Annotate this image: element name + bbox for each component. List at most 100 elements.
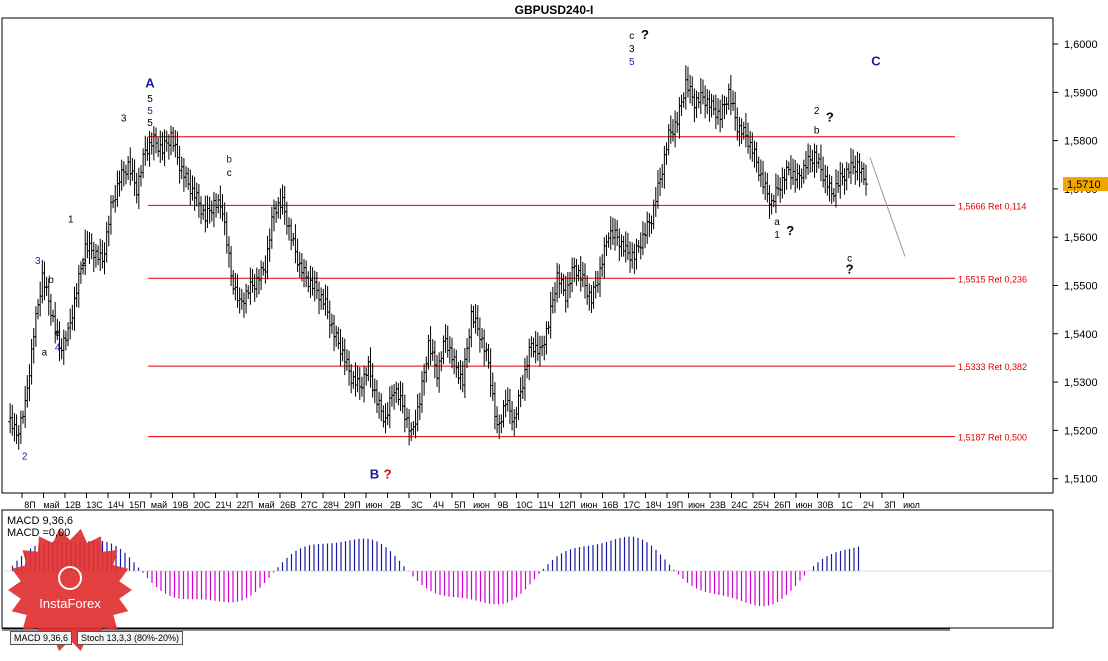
- wave-label: ?: [826, 109, 834, 124]
- time-tick-label: 29П: [344, 500, 360, 510]
- time-tick-label: 5П: [454, 500, 465, 510]
- wave-label: 5: [629, 57, 635, 68]
- wave-label: 2: [814, 106, 820, 117]
- logo-emblem: [58, 566, 82, 590]
- time-tick-label: 12В: [65, 500, 81, 510]
- fib-label: 1,5666 Ret 0,114: [958, 201, 1026, 211]
- wave-label: ?: [641, 27, 649, 42]
- chart-title: GBPUSD240-I: [514, 3, 594, 17]
- fib-label: 1,5333 Ret 0,382: [958, 362, 1027, 372]
- instaforex-logo: InstaForex: [8, 528, 132, 652]
- time-tick-label: 25Ч: [753, 500, 769, 510]
- time-tick-label: 27С: [301, 500, 318, 510]
- price-axis: 1,60001,59001,58001,57001,56001,55001,54…: [1053, 39, 1108, 486]
- wave-label: 3: [121, 113, 127, 124]
- time-tick-label: 19В: [172, 500, 188, 510]
- wave-label: c: [227, 168, 232, 179]
- tab-bar-shade: [2, 629, 950, 631]
- time-tick-label: май: [43, 500, 59, 510]
- time-tick-label: 26В: [280, 500, 296, 510]
- wave-label: 4: [55, 343, 61, 354]
- time-tick-label: май: [151, 500, 167, 510]
- price-tick-label: 1,5800: [1064, 136, 1098, 148]
- price-tick-label: 1,6000: [1064, 39, 1098, 51]
- time-tick-label: 11Ч: [538, 500, 553, 510]
- wave-label: 2: [81, 258, 87, 269]
- wave-label: b: [48, 275, 54, 286]
- time-tick-label: 20С: [194, 500, 211, 510]
- projection-line: [869, 157, 906, 257]
- wave-label: 5: [147, 106, 153, 117]
- candles: [8, 65, 868, 450]
- wave-label: 2: [22, 451, 28, 462]
- wave-label: B: [370, 467, 379, 482]
- wave-label: ?: [786, 223, 794, 238]
- time-tick-label: 24С: [731, 500, 748, 510]
- price-tick-label: 1,5400: [1064, 329, 1098, 341]
- wave-label: 5: [147, 118, 153, 129]
- time-tick-label: июл: [903, 500, 920, 510]
- time-tick-label: 16В: [602, 500, 618, 510]
- time-tick-label: 3С: [411, 500, 423, 510]
- time-tick-label: 23В: [710, 500, 726, 510]
- macd-pane-border: [1, 509, 1054, 629]
- price-tick-label: 1,5300: [1064, 377, 1098, 389]
- time-tick-label: июн: [796, 500, 813, 510]
- wave-label: a: [42, 348, 48, 359]
- wave-label: c: [629, 31, 634, 42]
- price-tick-label: 1,5500: [1064, 281, 1098, 293]
- time-tick-label: 15П: [129, 500, 145, 510]
- macd-label: MACD 9,36,6: [7, 515, 74, 527]
- wave-label: 3: [629, 44, 635, 55]
- time-tick-label: 10С: [516, 500, 533, 510]
- price-tick-label: 1,5200: [1064, 425, 1098, 437]
- time-tick-label: 17С: [624, 500, 641, 510]
- time-tick-label: 9В: [497, 500, 508, 510]
- wave-label: b: [814, 125, 820, 136]
- logo-text: InstaForex: [39, 596, 101, 611]
- fib-label: 1,5515 Ret 0,236: [958, 274, 1027, 284]
- time-tick-label: 12П: [559, 500, 575, 510]
- time-tick-label: 13С: [86, 500, 103, 510]
- wave-label: C: [871, 54, 881, 69]
- time-tick-label: 28Ч: [323, 500, 339, 510]
- tab-macd[interactable]: MACD 9,36,6: [10, 631, 73, 645]
- time-tick-label: июн: [581, 500, 598, 510]
- time-tick-label: 30В: [817, 500, 833, 510]
- time-tick-label: 3П: [884, 500, 895, 510]
- wave-label: ?: [846, 261, 854, 276]
- macd-histogram: [2, 536, 1053, 607]
- wave-label: ?: [384, 467, 392, 482]
- fib-label: 1,5187 Ret 0,500: [958, 433, 1027, 443]
- time-tick-label: май: [258, 500, 274, 510]
- wave-label: 1: [774, 230, 780, 241]
- time-tick-label: 8П: [24, 500, 35, 510]
- price-tick-label: 1,5900: [1064, 87, 1098, 99]
- wave-label: 5: [147, 94, 153, 105]
- time-tick-label: 18Ч: [645, 500, 661, 510]
- wave-label: a: [774, 217, 780, 228]
- wave-label: 1: [68, 215, 74, 226]
- tab-stoch[interactable]: Stoch 13,3,3 (80%-20%): [77, 631, 184, 645]
- main-pane-border: [1, 17, 1054, 494]
- wave-label: 3: [35, 256, 41, 267]
- chart-frame: [1, 17, 1054, 631]
- macd-value-label: MACD =0,00: [7, 527, 71, 539]
- time-tick-label: 19П: [667, 500, 683, 510]
- price-tick-label: 1,5100: [1064, 474, 1098, 486]
- time-tick-label: 1С: [841, 500, 853, 510]
- time-tick-label: 26П: [774, 500, 790, 510]
- time-tick-label: 2Ч: [863, 500, 874, 510]
- fib-lines: 1,5666 Ret 0,114 1,5515 Ret 0,236 1,5333 R…: [148, 136, 1027, 443]
- current-price-box: [1063, 177, 1108, 192]
- current-price-label: 1,5710: [1067, 179, 1101, 191]
- wave-label: A: [145, 75, 155, 90]
- time-tick-label: 21Ч: [215, 500, 231, 510]
- time-tick-label: 22П: [237, 500, 253, 510]
- time-tick-label: июн: [473, 500, 490, 510]
- wave-label: c: [847, 253, 852, 264]
- price-tick-label: 1,5600: [1064, 232, 1098, 244]
- wave-label: b: [226, 154, 232, 165]
